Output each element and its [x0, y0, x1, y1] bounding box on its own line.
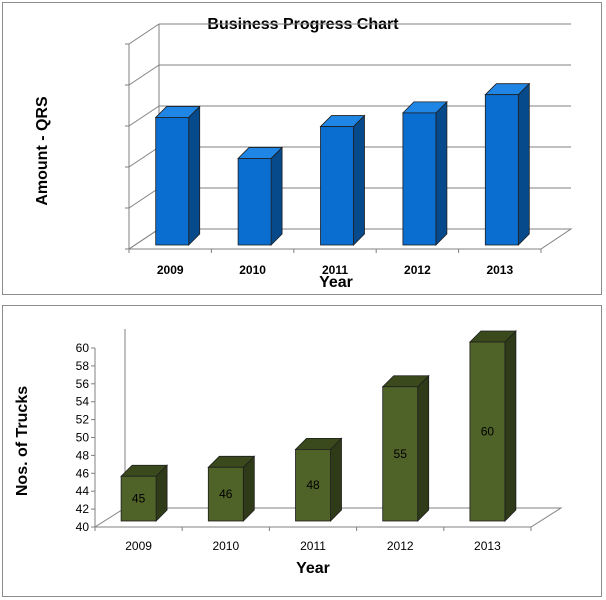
y-tick-label: 40	[76, 520, 90, 534]
bar-side	[188, 105, 201, 246]
bar-side	[330, 437, 342, 522]
bar	[207, 466, 244, 522]
chart-floor	[93, 507, 563, 528]
bar	[484, 94, 519, 246]
y-tick-label: 60	[76, 341, 90, 355]
gridline-diagonal	[128, 105, 160, 127]
y-tick-label: 56	[76, 377, 90, 391]
y-tick-label: 46	[76, 466, 90, 480]
y-tick-label: 44	[76, 484, 90, 498]
business-progress-chart-panel: Business Progress Chart Amount - QRS Yea…	[2, 2, 602, 295]
data-label: 48	[306, 478, 320, 492]
gridline-diagonal	[128, 146, 160, 168]
x-tick-label: 2012	[387, 539, 414, 553]
x-axis-label: Year	[319, 274, 353, 291]
y-tick-label: 58	[76, 359, 90, 373]
bar	[155, 117, 190, 246]
bar-side	[517, 82, 530, 246]
bar	[320, 126, 354, 246]
bar	[295, 448, 331, 522]
data-label: 55	[394, 447, 408, 461]
x-tick-label: 2013	[486, 263, 513, 277]
x-tick-label: 2010	[239, 263, 266, 277]
y-tick-label: 48	[76, 448, 90, 462]
x-axis-label: Year	[296, 560, 330, 577]
x-tick-label: 2009	[125, 539, 152, 553]
business-progress-chart: Business Progress Chart Amount - QRS Yea…	[34, 16, 573, 291]
x-tick-label: 2011	[300, 539, 326, 553]
y-tick-label: 52	[76, 413, 90, 427]
chart-floor	[127, 228, 573, 250]
data-label: 45	[132, 492, 146, 506]
y-axis-label: Nos. of Trucks	[14, 386, 31, 496]
bar-side	[353, 114, 365, 246]
trucks-chart-panel: Nos. of Trucks Year 40 42 44 46 48 50 52 54 56 58…	[2, 305, 602, 597]
x-tick-label: 2013	[474, 539, 501, 553]
x-tick-label: 2010	[212, 539, 239, 553]
gridline-diagonal	[128, 64, 160, 86]
x-tick-label: 2009	[157, 263, 184, 277]
bar-side	[504, 330, 517, 522]
y-tick-label: 50	[76, 431, 90, 445]
bar	[402, 112, 437, 246]
gridline-diagonal	[128, 187, 160, 209]
gridline-diagonal	[128, 23, 160, 45]
y-axis-label: Amount - QRS	[34, 96, 51, 206]
bar	[120, 475, 157, 522]
bar	[382, 386, 419, 522]
trucks-chart: Nos. of Trucks Year 40 42 44 46 48 50 52 54 56 58…	[14, 329, 563, 577]
bar	[469, 341, 506, 522]
bar	[237, 158, 272, 246]
bar-side	[435, 100, 448, 246]
bar-side	[270, 146, 283, 246]
y-tick-label: 42	[76, 502, 90, 516]
data-label: 46	[219, 487, 233, 501]
bar-side	[417, 374, 430, 522]
x-tick-label: 2011	[322, 263, 348, 277]
x-tick-label: 2012	[404, 263, 431, 277]
y-tick-label: 54	[76, 395, 90, 409]
data-label: 60	[481, 425, 495, 439]
